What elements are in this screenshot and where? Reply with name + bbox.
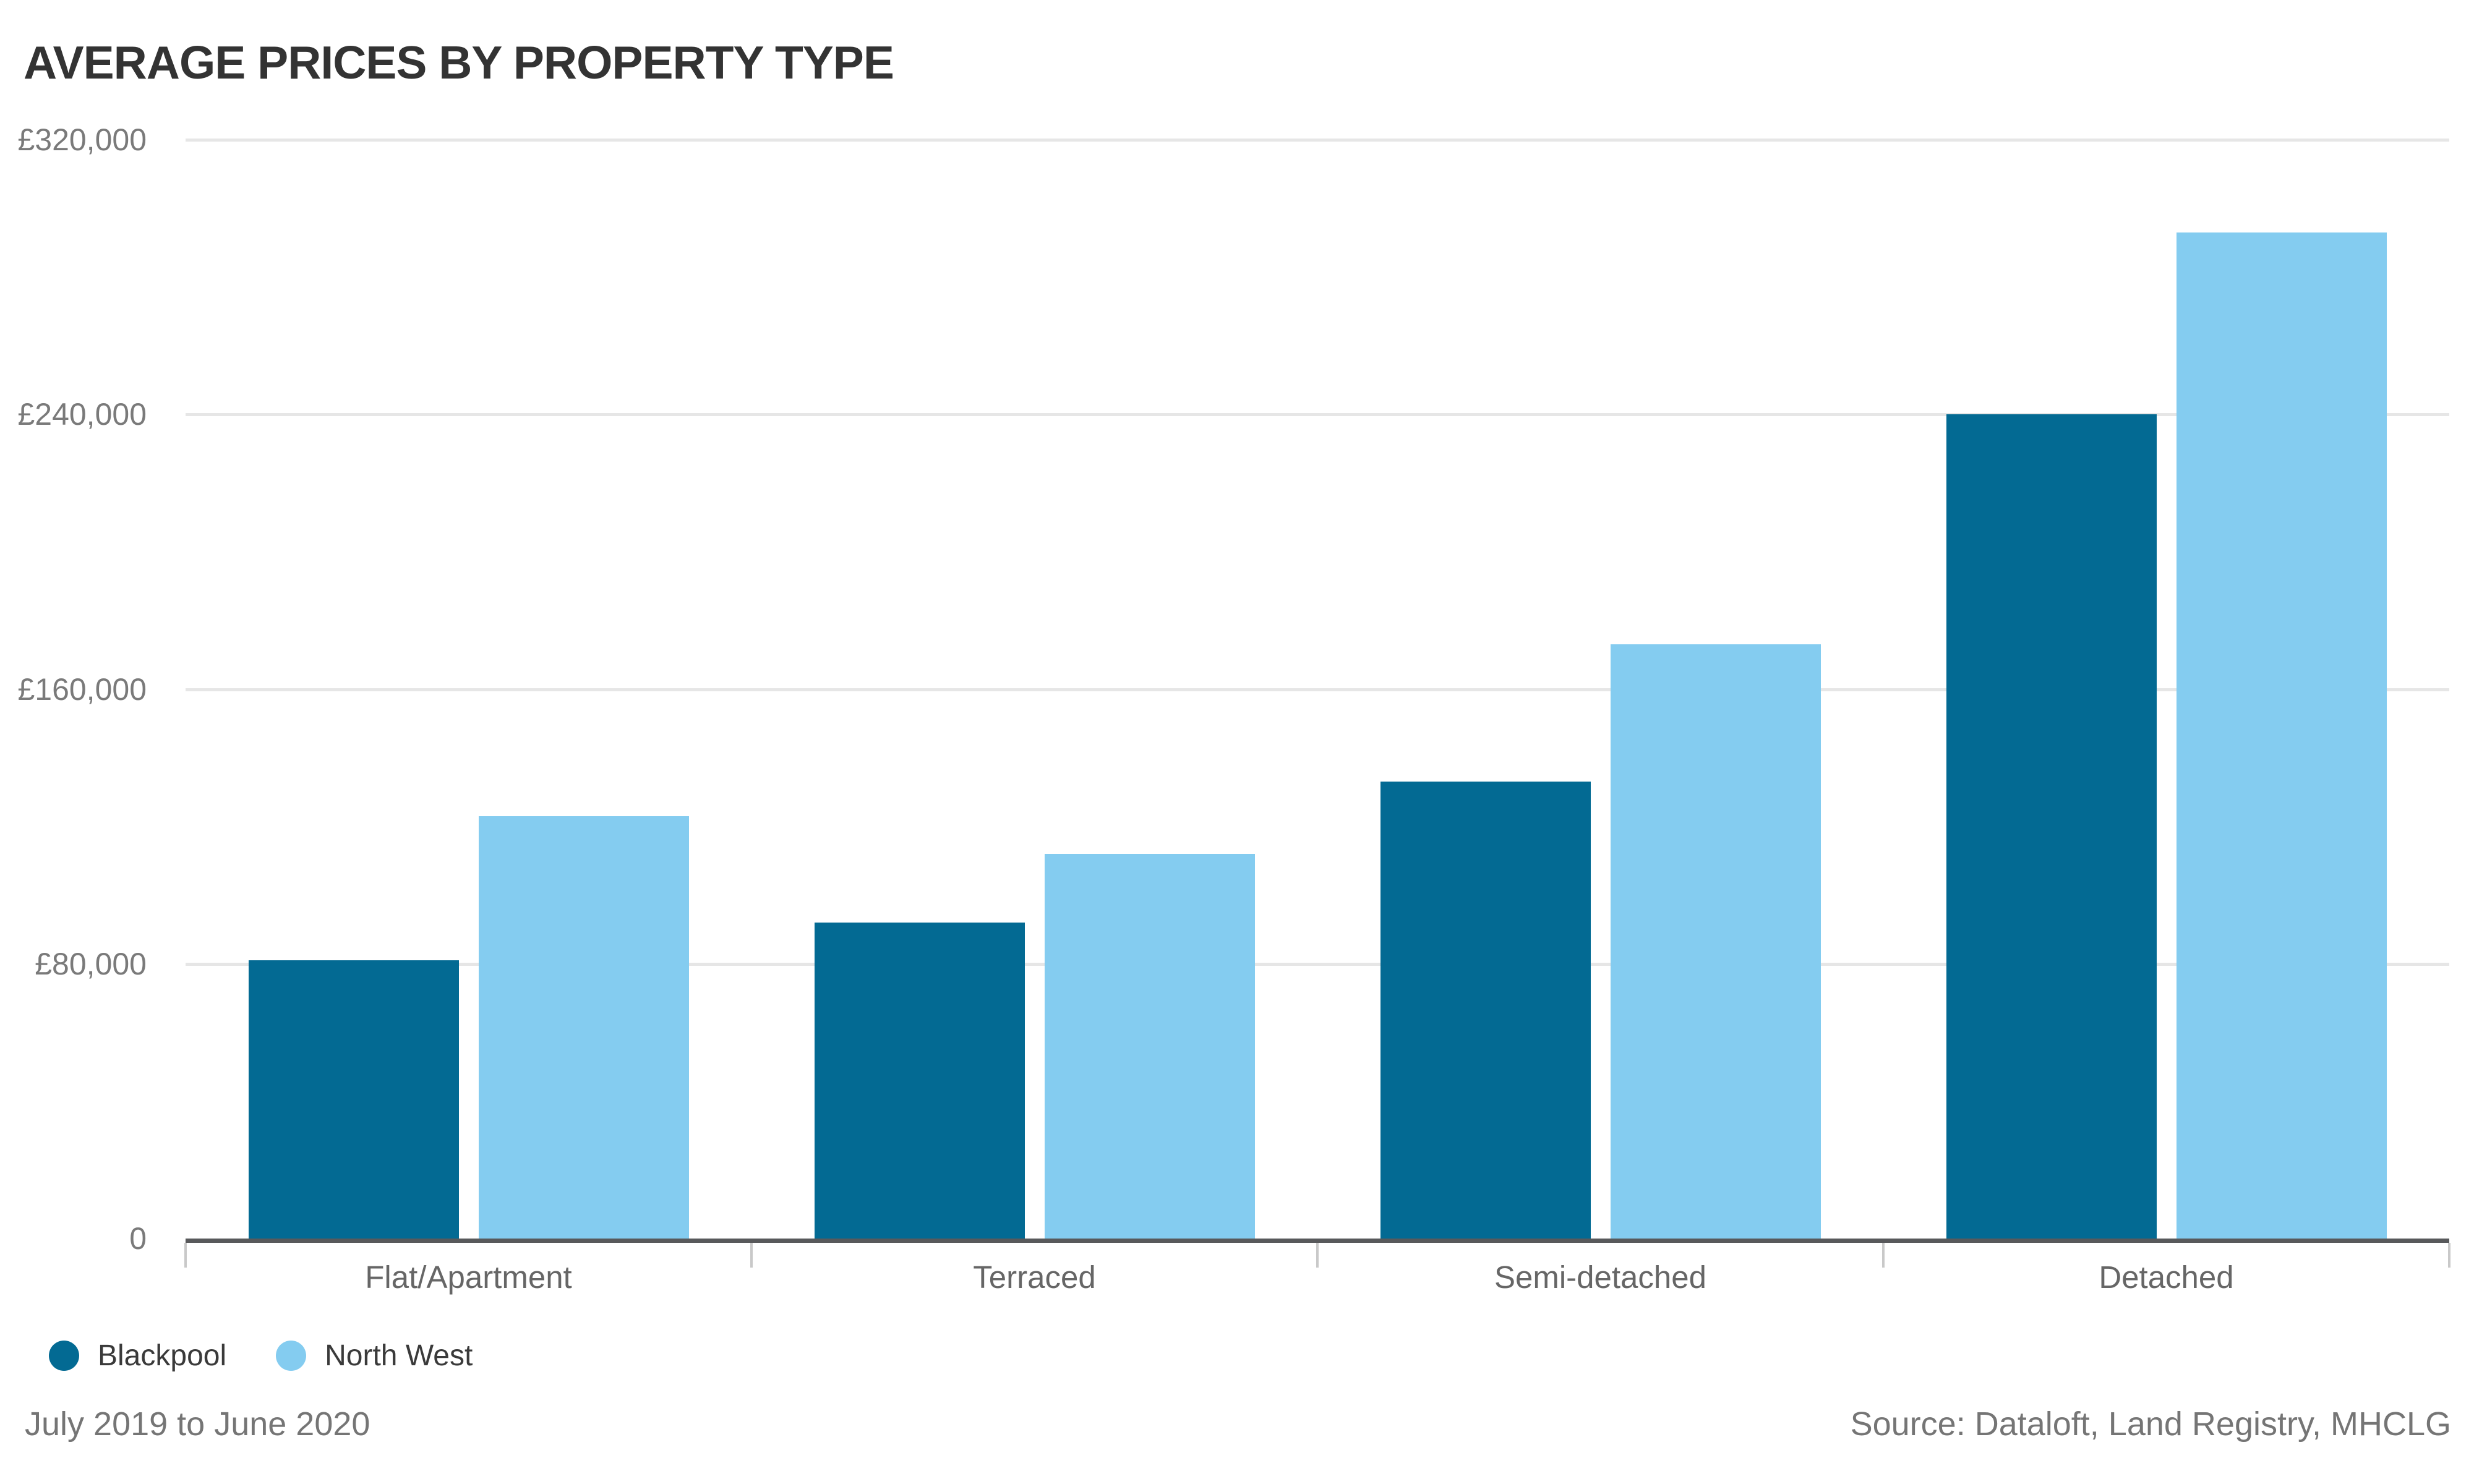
bar-blackpool-terraced bbox=[814, 923, 1025, 1239]
bar-blackpool-semi-detached bbox=[1380, 782, 1591, 1239]
chart-title: AVERAGE PRICES BY PROPERTY TYPE bbox=[24, 36, 894, 88]
x-axis-tick-0 bbox=[184, 1243, 187, 1268]
x-axis-tick-2 bbox=[1316, 1243, 1319, 1268]
bar-north-west-detached bbox=[2176, 232, 2387, 1239]
x-axis-label-semi-detached: Semi-detached bbox=[1494, 1260, 1707, 1295]
y-axis-label-0: 0 bbox=[129, 1221, 147, 1256]
bar-blackpool-flat-apartment bbox=[248, 960, 459, 1239]
gridline-80000 bbox=[186, 962, 2449, 966]
bar-blackpool-detached bbox=[1946, 414, 2157, 1239]
legend: Blackpool North West bbox=[49, 1336, 473, 1375]
x-axis-line bbox=[186, 1239, 2449, 1243]
x-axis-label-terraced: Terraced bbox=[973, 1260, 1096, 1295]
legend-label-blackpool: Blackpool bbox=[98, 1339, 227, 1372]
legend-label-north-west: North West bbox=[325, 1339, 473, 1372]
gridline-160000 bbox=[186, 688, 2449, 691]
chart-source: Source: Dataloft, Land Registry, MHCLG bbox=[1850, 1405, 2451, 1443]
x-axis-label-flat-apartment: Flat/Apartment bbox=[365, 1260, 572, 1295]
y-axis-label-320000: £320,000 bbox=[17, 122, 147, 157]
gridline-240000 bbox=[186, 413, 2449, 417]
y-axis-label-80000: £80,000 bbox=[35, 946, 147, 981]
x-axis-label-detached: Detached bbox=[2099, 1260, 2234, 1295]
gridline-320000 bbox=[186, 139, 2449, 142]
x-axis-tick-4 bbox=[2448, 1243, 2450, 1268]
legend-item-blackpool: Blackpool bbox=[49, 1339, 226, 1373]
legend-swatch-blackpool bbox=[49, 1340, 79, 1371]
chart-footnote: July 2019 to June 2020 bbox=[25, 1405, 370, 1443]
x-axis-tick-3 bbox=[1882, 1243, 1885, 1268]
y-axis-label-240000: £240,000 bbox=[17, 397, 147, 432]
legend-item-north-west: North West bbox=[276, 1339, 473, 1373]
bar-north-west-semi-detached bbox=[1610, 644, 1821, 1239]
y-axis-label-160000: £160,000 bbox=[17, 672, 147, 707]
bar-north-west-flat-apartment bbox=[478, 816, 689, 1239]
legend-swatch-north-west bbox=[276, 1340, 307, 1371]
bar-north-west-terraced bbox=[1044, 854, 1255, 1239]
x-axis-tick-1 bbox=[750, 1243, 753, 1268]
